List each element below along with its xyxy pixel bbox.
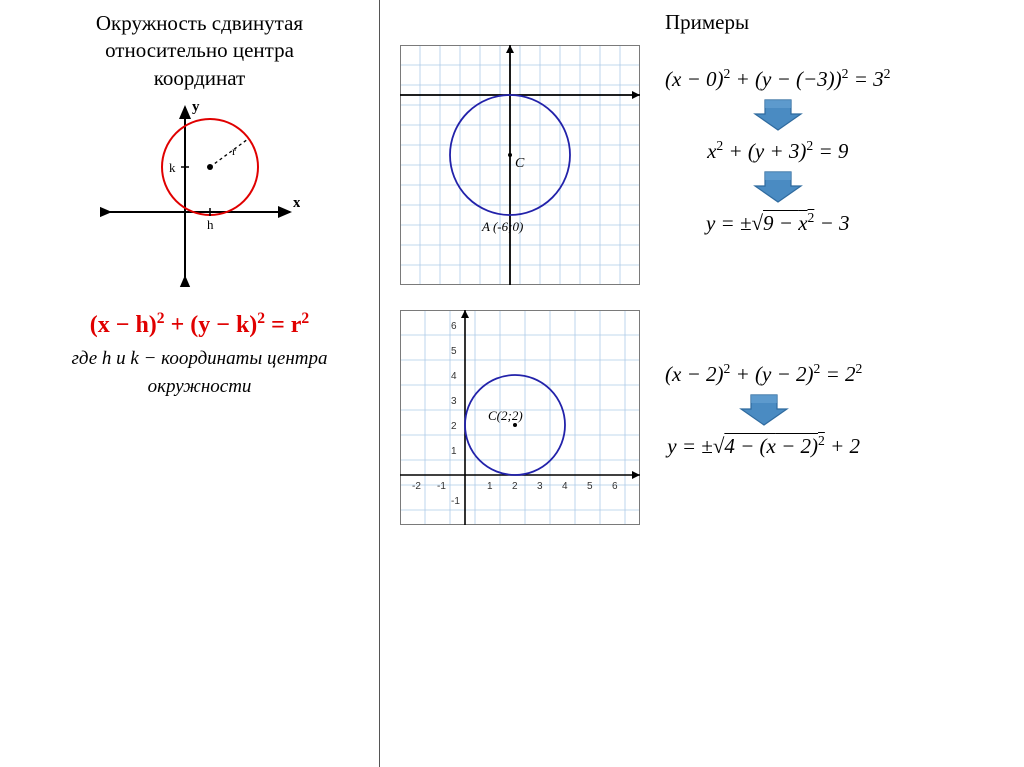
- example-1: C A (-6;0) (x − 0)2 + (y − (−3))2 = 32 x2…: [400, 45, 1014, 285]
- svg-text:-1: -1: [451, 496, 460, 507]
- svg-text:x: x: [293, 195, 300, 211]
- svg-text:5: 5: [587, 481, 593, 492]
- ex1-eq1: (x − 0)2 + (y − (−3))2 = 32: [665, 66, 890, 92]
- ex1-eq2: x2 + (y + 3)2 = 9: [665, 138, 890, 164]
- svg-text:5: 5: [451, 346, 457, 357]
- ex1-eq3: y = ±√9 − x2 − 3: [665, 210, 890, 236]
- example2-chart: C(2;2) -2 -1 1 2 3 4 5 6 6 5 4 3 2 1 -1: [400, 310, 640, 525]
- svg-text:4: 4: [451, 371, 457, 382]
- svg-text:k: k: [169, 160, 176, 175]
- example2-equations: (x − 2)2 + (y − 2)2 = 22 y = ±√4 − (x − …: [665, 310, 862, 465]
- right-title: Примеры: [400, 10, 1014, 35]
- formula-subtext: где h и k − координаты центра окружности: [30, 345, 369, 402]
- svg-text:-2: -2: [412, 481, 421, 492]
- left-diagram: y x k h r: [100, 97, 300, 287]
- right-column: Примеры C A (-6;0) (x − 0)2 + (y − (−3))2…: [380, 0, 1024, 767]
- title-line1: Окружность сдвинутая: [96, 11, 303, 35]
- example1-chart: C A (-6;0): [400, 45, 640, 285]
- example1-equations: (x − 0)2 + (y − (−3))2 = 32 x2 + (y + 3)…: [665, 45, 890, 242]
- svg-text:C: C: [515, 156, 525, 171]
- example-2: C(2;2) -2 -1 1 2 3 4 5 6 6 5 4 3 2 1 -1 (x − 2)2 + (y −…: [400, 310, 1014, 525]
- svg-text:2: 2: [451, 421, 457, 432]
- svg-text:4: 4: [562, 481, 568, 492]
- svg-text:3: 3: [451, 396, 457, 407]
- down-arrow-icon: [739, 393, 789, 427]
- ex2-eq1: (x − 2)2 + (y − 2)2 = 22: [665, 361, 862, 387]
- subtext-line1: где h и k − координаты центра: [71, 348, 327, 369]
- svg-text:C(2;2): C(2;2): [488, 408, 523, 423]
- ex2-eq2: y = ±√4 − (x − 2)2 + 2: [665, 433, 862, 459]
- left-title: Окружность сдвинутая относительно центра…: [30, 10, 369, 92]
- title-line2: относительно центра: [105, 38, 294, 62]
- svg-text:1: 1: [451, 446, 457, 457]
- main-formula: (x − h)2 + (y − k)2 = r2: [30, 310, 369, 339]
- svg-text:-1: -1: [437, 481, 446, 492]
- svg-text:r: r: [232, 144, 236, 158]
- title-line3: координат: [154, 66, 245, 90]
- svg-text:2: 2: [512, 481, 518, 492]
- svg-text:6: 6: [612, 481, 618, 492]
- svg-text:y: y: [192, 99, 200, 115]
- svg-text:6: 6: [451, 321, 457, 332]
- down-arrow-icon: [753, 98, 803, 132]
- svg-text:A (-6;0): A (-6;0): [481, 219, 523, 234]
- left-column: Окружность сдвинутая относительно центра…: [0, 0, 380, 767]
- svg-text:1: 1: [487, 481, 493, 492]
- subtext-line2: окружности: [148, 376, 252, 397]
- down-arrow-icon: [753, 170, 803, 204]
- svg-text:3: 3: [537, 481, 543, 492]
- svg-text:h: h: [207, 217, 214, 232]
